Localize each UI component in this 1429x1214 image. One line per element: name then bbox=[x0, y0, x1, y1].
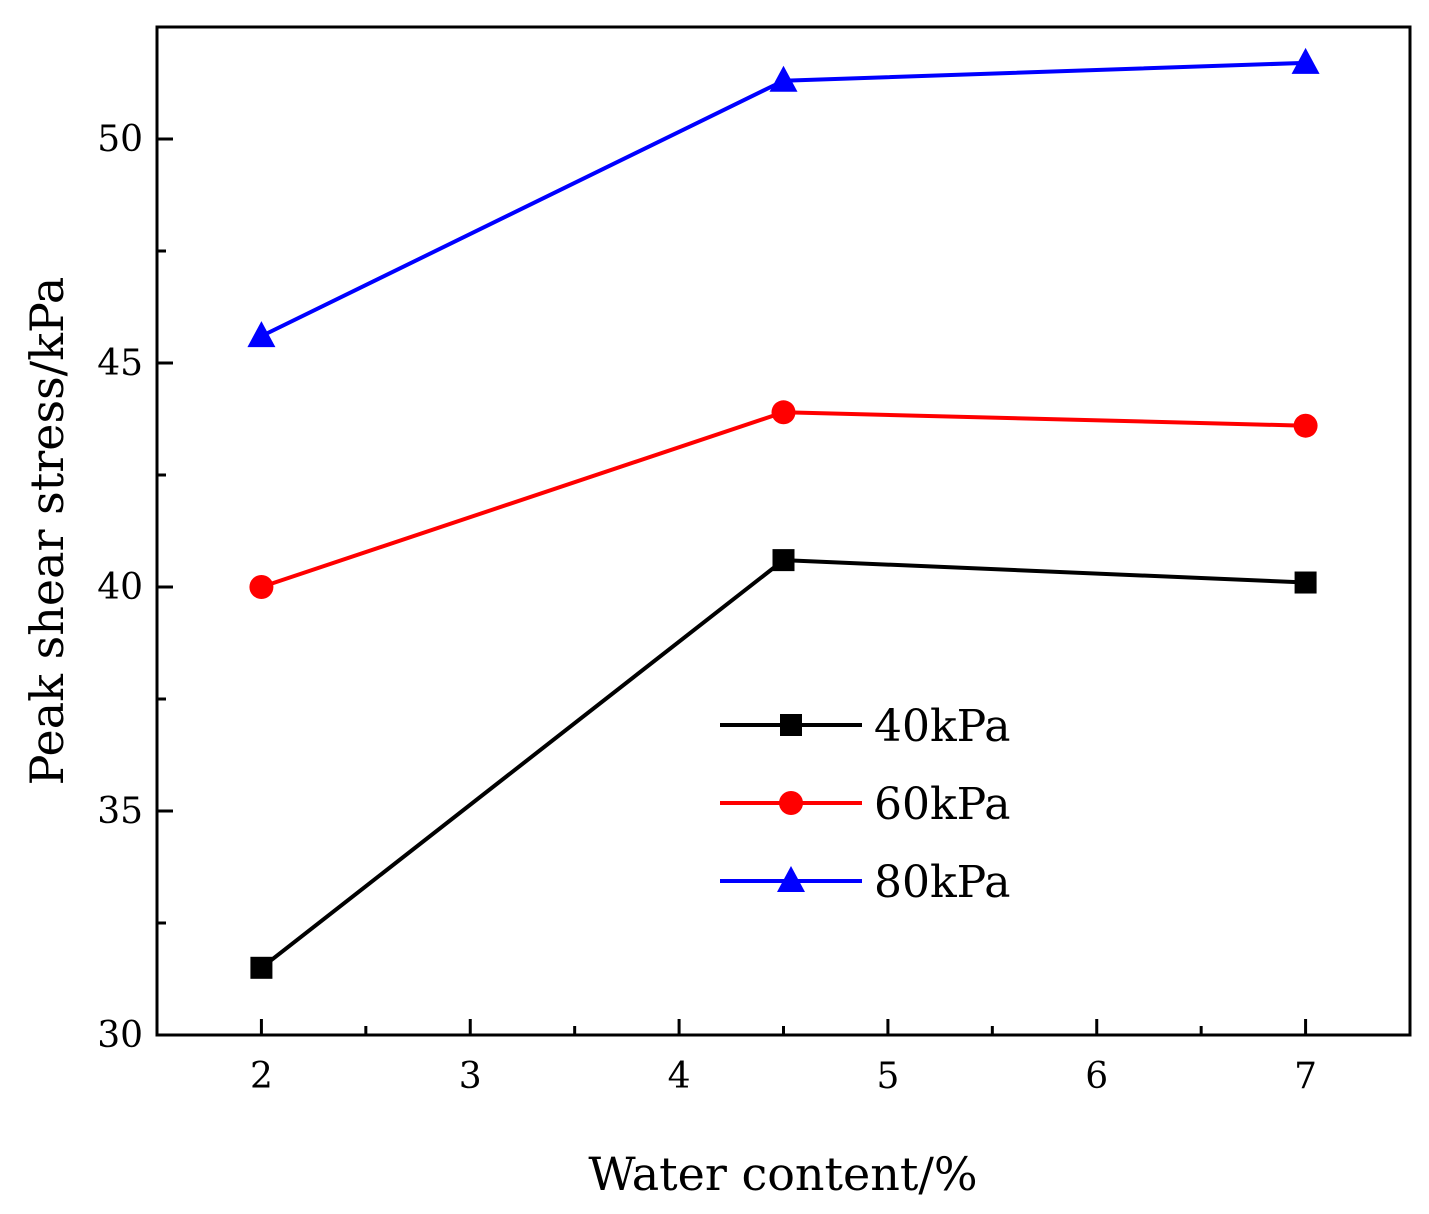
legend-label: 40kPa bbox=[874, 701, 1011, 752]
y-tick-label: 45 bbox=[97, 343, 143, 384]
x-tick-label: 2 bbox=[250, 1056, 273, 1097]
y-tick-label: 35 bbox=[97, 791, 143, 832]
series-line-80kPa bbox=[260, 60, 1306, 338]
legend-marker-40kPa bbox=[780, 714, 802, 736]
legend-label: 80kPa bbox=[874, 857, 1011, 908]
series-line-40kPa bbox=[260, 558, 1306, 970]
x-axis-title: Water content/% bbox=[588, 1147, 977, 1201]
data-point-80kPa bbox=[247, 321, 276, 348]
data-point-60kPa bbox=[249, 575, 274, 599]
y-tick-label: 30 bbox=[97, 1015, 143, 1056]
legend-marker-60kPa bbox=[779, 791, 803, 815]
x-tick-label: 4 bbox=[668, 1056, 691, 1097]
legend: 40kPa 60kPa 80kPa bbox=[720, 701, 1011, 908]
legend-marker-80kPa bbox=[777, 866, 805, 892]
data-point-60kPa bbox=[1293, 413, 1318, 438]
legend-label: 60kPa bbox=[874, 779, 1011, 830]
x-tick-label: 3 bbox=[459, 1056, 482, 1097]
x-tick-label: 7 bbox=[1294, 1056, 1317, 1097]
data-point-40kPa bbox=[1294, 571, 1317, 594]
y-axis-title: Peak shear stress/kPa bbox=[20, 277, 74, 786]
y-tick-label: 50 bbox=[97, 119, 143, 160]
data-point-40kPa bbox=[772, 549, 795, 572]
y-tick-label: 40 bbox=[97, 567, 143, 608]
data-point-60kPa bbox=[771, 400, 796, 425]
x-tick-label: 6 bbox=[1085, 1056, 1108, 1097]
x-tick-label: 5 bbox=[876, 1056, 899, 1097]
data-point-80kPa bbox=[769, 65, 798, 92]
data-point-80kPa bbox=[1291, 47, 1320, 74]
series-layer bbox=[247, 47, 1320, 979]
data-point-40kPa bbox=[250, 956, 273, 979]
